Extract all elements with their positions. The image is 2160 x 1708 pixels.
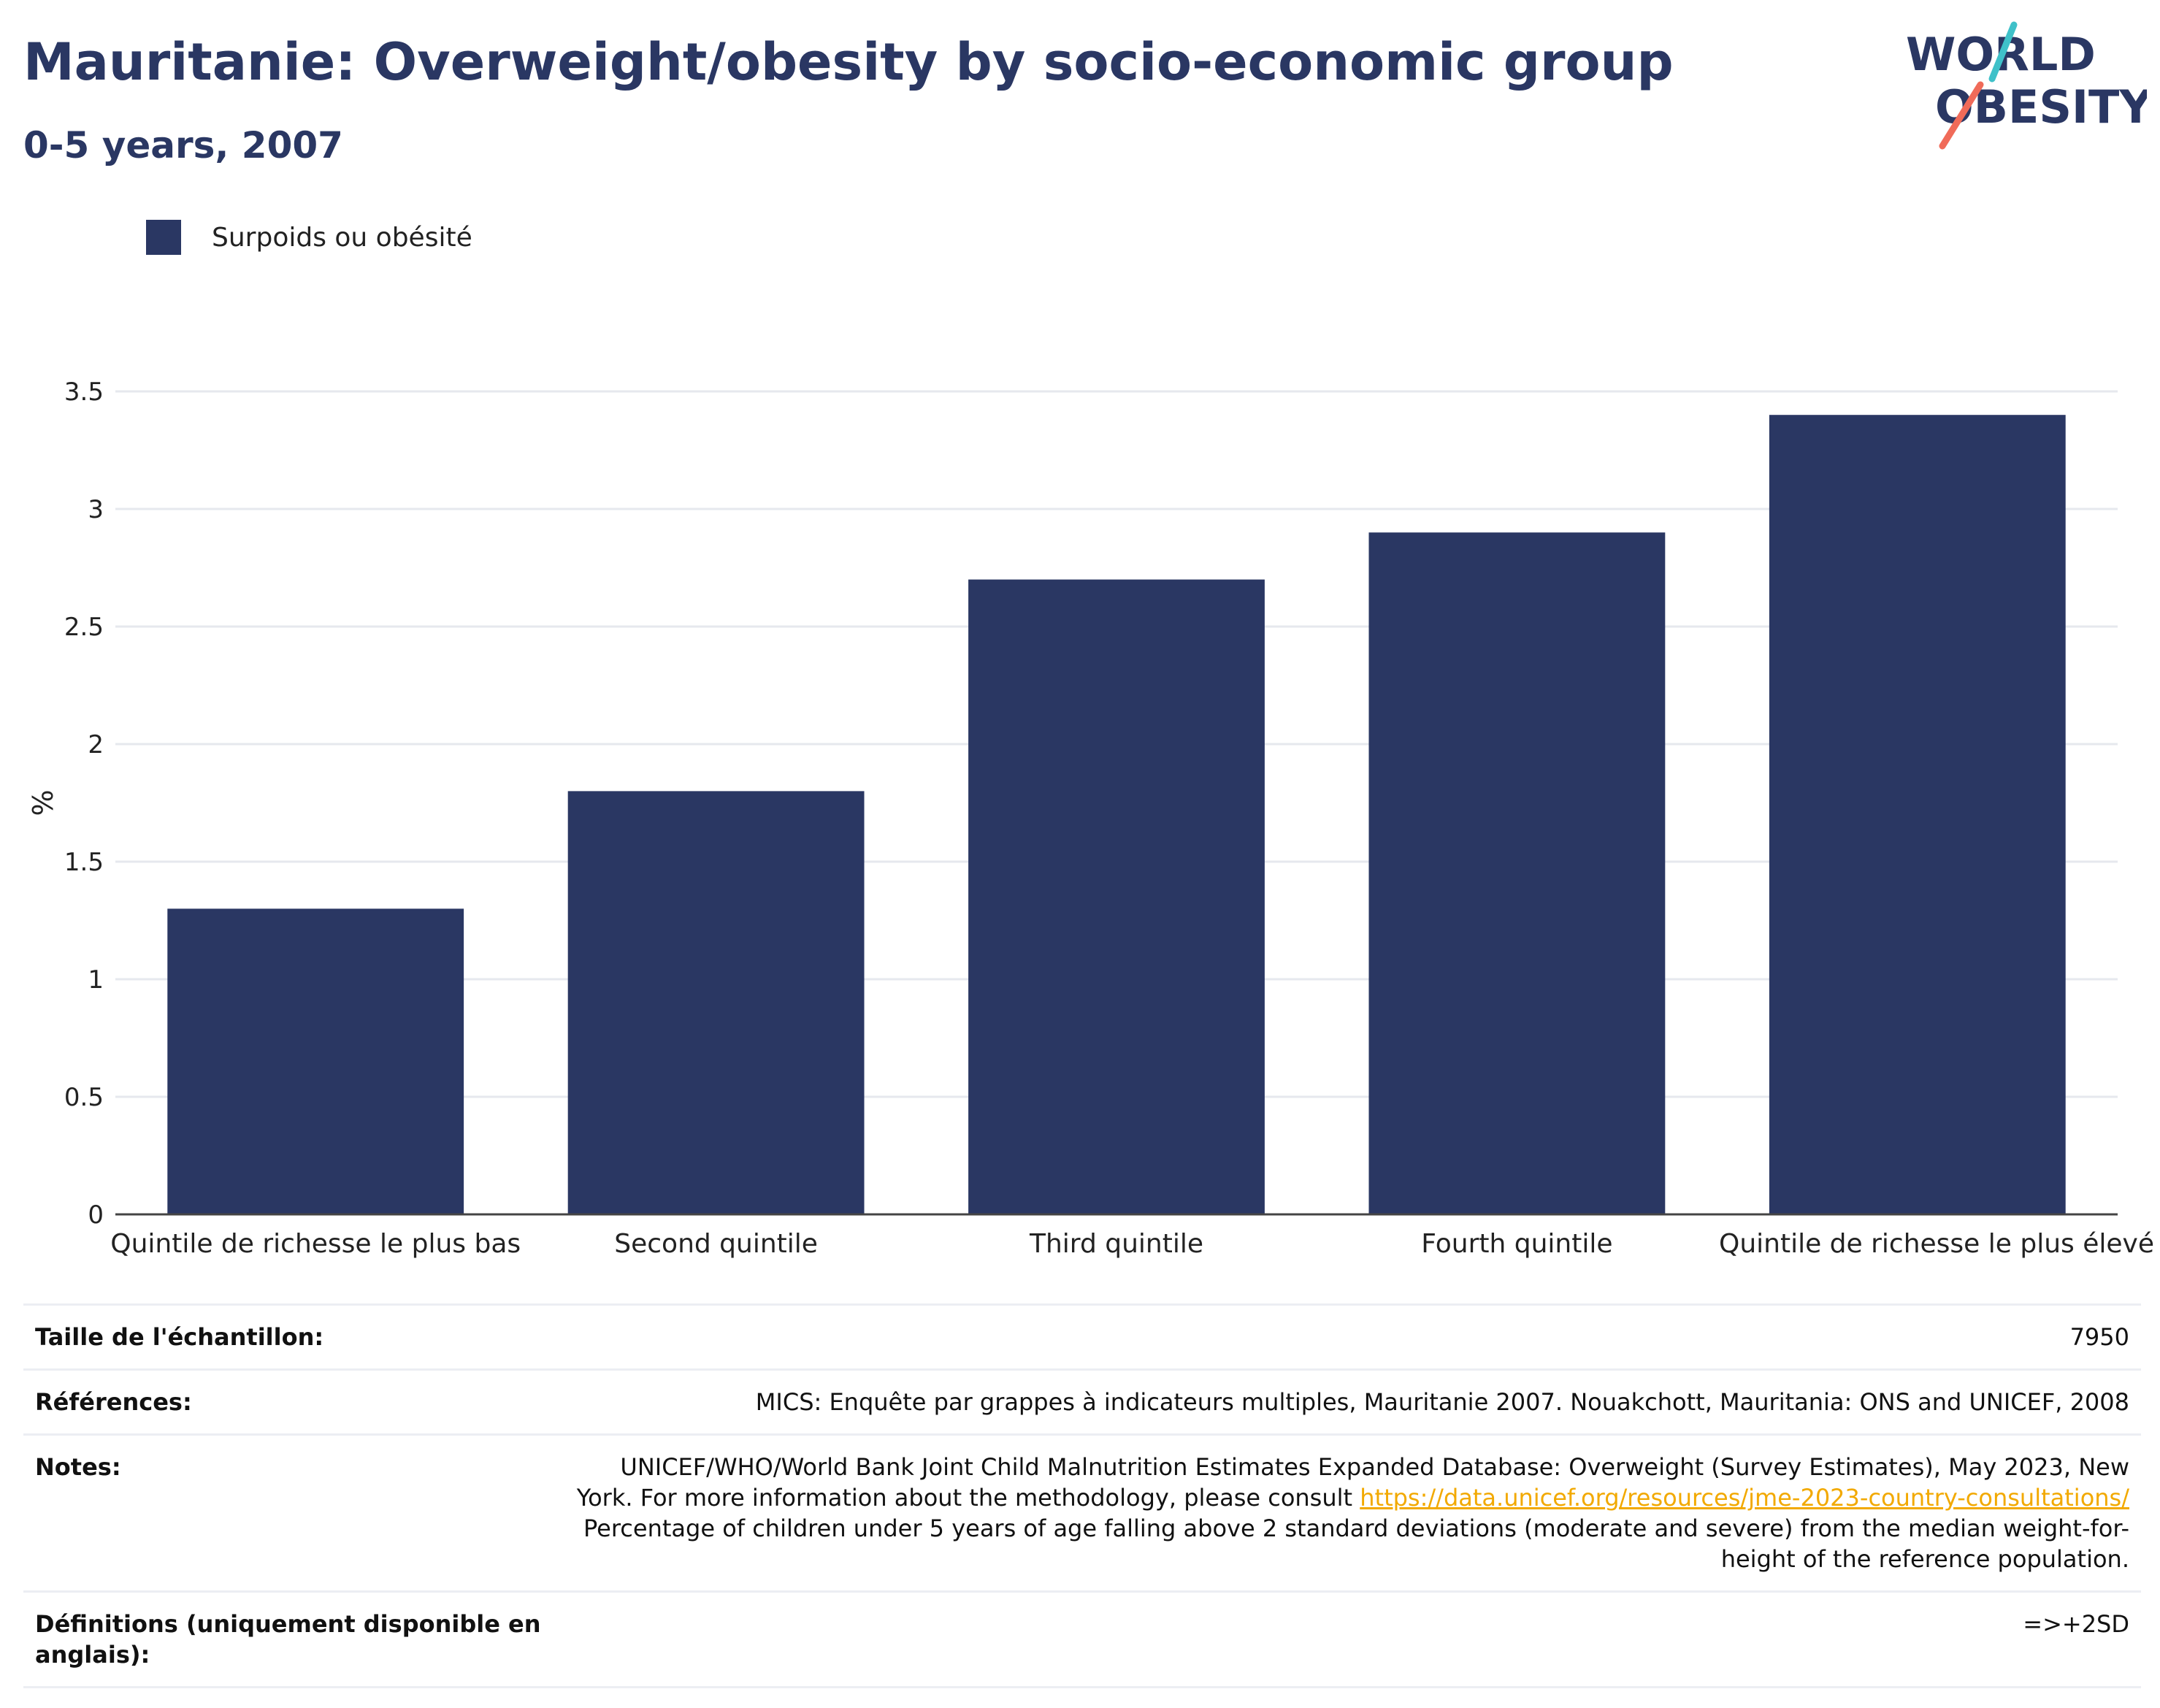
y-tick-label: 1 [88, 965, 104, 995]
methodology-link[interactable]: https://data.unicef.org/resources/jme-20… [1360, 1484, 2129, 1512]
notes-line-1: UNICEF/WHO/World Bank Joint Child Malnut… [620, 1453, 2129, 1481]
y-tick-label: 2.5 [64, 613, 104, 642]
sample-size-row: Taille de l'échantillon: 7950 [23, 1303, 2141, 1368]
info-table: Taille de l'échantillon: 7950 Références… [23, 1303, 2141, 1688]
legend[interactable]: Surpoids ou obésité [146, 219, 472, 256]
page-title: Mauritanie: Overweight/obesity by socio-… [23, 32, 1674, 92]
definitions-label: Définitions (uniquement disponible en an… [35, 1610, 541, 1669]
y-tick-label: 0.5 [64, 1083, 104, 1112]
sample-size-label: Taille de l'échantillon: [35, 1323, 324, 1351]
notes-line-4: height of the reference population. [1720, 1545, 2129, 1573]
definitions-value: =>+2SD [2023, 1610, 2129, 1638]
references-row: Références: MICS: Enquête par grappes à … [23, 1368, 2141, 1433]
x-tick-label: Quintile de richesse le plus élevé [1719, 1229, 2154, 1259]
bar [567, 791, 865, 1214]
logo-slash-teal [1988, 21, 2018, 83]
page-subtitle: 0-5 years, 2007 [23, 124, 343, 166]
x-tick-label: Second quintile [614, 1229, 818, 1259]
references-label: Références: [35, 1388, 192, 1416]
y-axis-label: % [27, 789, 59, 816]
logo-slash-coral [1939, 81, 1984, 150]
legend-swatch [146, 220, 181, 255]
y-tick-label: 3 [88, 495, 104, 524]
world-obesity-logo: WORLD OBESITY [1906, 21, 2147, 150]
notes-value: UNICEF/WHO/World Bank Joint Child Malnut… [575, 1452, 2129, 1574]
bar [167, 908, 464, 1214]
x-tick-label: Fourth quintile [1421, 1229, 1612, 1259]
x-tick-label: Quintile de richesse le plus bas [110, 1229, 521, 1259]
x-tick-label: Third quintile [1029, 1229, 1203, 1259]
y-tick-label: 3.5 [64, 378, 104, 407]
sample-size-value: 7950 [2069, 1323, 2129, 1351]
definitions-row: Définitions (uniquement disponible en an… [23, 1590, 2141, 1688]
bar [968, 579, 1265, 1214]
notes-row: Notes: UNICEF/WHO/World Bank Joint Child… [23, 1433, 2141, 1590]
references-value: MICS: Enquête par grappes à indicateurs … [755, 1388, 2129, 1416]
notes-line-3: Percentage of children under 5 years of … [583, 1514, 2129, 1542]
notes-line-2: York. For more information about the met… [575, 1482, 2129, 1513]
bar-chart: 0 0.5 1 1.5 2 2.5 3 3.5% Quintile de richesse le… [27, 378, 2154, 1259]
y-tick-label: 1.5 [64, 848, 104, 877]
legend-label: Surpoids ou obésité [212, 222, 472, 253]
bars [167, 415, 2066, 1215]
bar [1769, 415, 2066, 1215]
axes: 0 0.5 1 1.5 2 2.5 3 3.5% Quintile de richesse le… [27, 378, 2154, 1259]
bar [1368, 532, 1666, 1214]
notes-label: Notes: [35, 1453, 121, 1481]
y-tick-label: 2 [88, 730, 104, 759]
notes-line-2-text: York. For more information about the met… [576, 1484, 1360, 1512]
y-tick-label: 0 [88, 1200, 104, 1230]
